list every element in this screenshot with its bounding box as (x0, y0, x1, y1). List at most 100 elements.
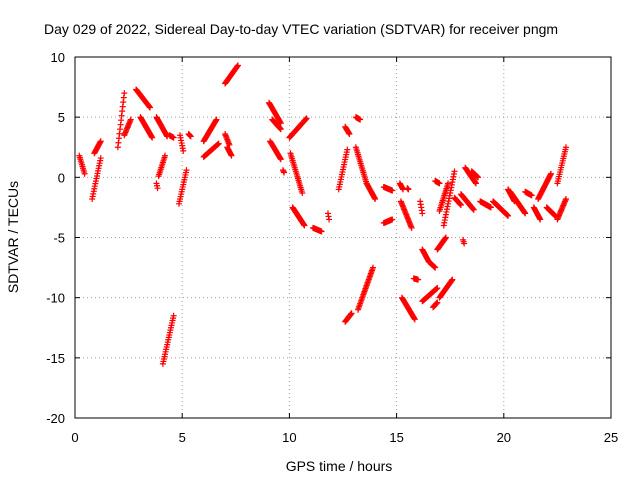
data-point (344, 146, 351, 153)
data-point (400, 186, 407, 193)
data-segment (396, 180, 407, 193)
data-segment (200, 140, 222, 160)
data-segment (554, 195, 569, 223)
data-segment (397, 198, 415, 231)
data-segment (200, 116, 220, 145)
y-tick-labels: -20 -15 -10 -5 0 5 10 (46, 50, 65, 426)
x-tick-labels: 0 5 10 15 20 25 (71, 430, 618, 445)
data-point (170, 312, 177, 319)
data-point (299, 189, 306, 196)
data-segment (342, 123, 353, 138)
data-point (419, 210, 426, 217)
data-segment (175, 167, 190, 207)
y-tick-label: -10 (46, 291, 65, 306)
x-tick-label: 5 (179, 430, 186, 445)
data-segment (289, 204, 308, 229)
y-tick-label: -5 (53, 231, 65, 246)
data-point (445, 180, 452, 187)
data-segment (432, 177, 443, 187)
data-point (522, 210, 529, 217)
data-segment (468, 168, 482, 181)
data-segment (507, 188, 529, 217)
data-point (411, 316, 418, 323)
data-point (277, 156, 284, 163)
data-point (436, 180, 443, 187)
data-segment (490, 198, 512, 219)
data-point (97, 155, 104, 162)
data-segment (137, 114, 156, 141)
data-segment (335, 146, 351, 193)
data-segment (224, 144, 235, 159)
data-segment (380, 216, 396, 227)
data-point (434, 285, 441, 292)
data-segment (266, 99, 284, 127)
data-segment (133, 86, 154, 111)
data-segment (425, 258, 439, 271)
data-segment (309, 224, 325, 235)
data-segment (114, 90, 128, 151)
data-point (442, 234, 449, 241)
data-point (357, 116, 364, 123)
data-segment (460, 236, 468, 247)
data-segment (89, 155, 104, 202)
data-point (180, 147, 187, 154)
data-segment (554, 144, 569, 187)
data-segment (352, 114, 364, 123)
data-point (301, 222, 308, 229)
data-point (370, 264, 377, 271)
data-point (346, 131, 353, 138)
data-segment (324, 210, 333, 223)
data-point (81, 170, 88, 177)
data-point (487, 204, 494, 211)
data-point (154, 185, 161, 192)
data-segment (522, 188, 535, 199)
data-segment (91, 138, 104, 157)
data-point (183, 167, 190, 174)
data-point (547, 170, 554, 177)
y-tick-label: 10 (51, 50, 65, 65)
data-point (228, 152, 235, 159)
data-segment (121, 116, 134, 139)
data-point (348, 310, 355, 317)
data-segment (434, 234, 449, 253)
data-segment (363, 180, 379, 202)
data-segment (153, 180, 161, 192)
data-segment (287, 150, 306, 196)
data-point (432, 264, 439, 271)
data-point (415, 276, 422, 283)
data-point (505, 212, 512, 219)
data-point (318, 228, 325, 235)
y-tick-label: 0 (58, 170, 65, 185)
data-segment (535, 170, 554, 202)
data-segment (177, 132, 187, 154)
data-point (213, 116, 220, 123)
x-tick-label: 20 (497, 430, 511, 445)
data-point (97, 138, 104, 145)
y-tick-label: -20 (46, 411, 65, 426)
data-segment (530, 204, 544, 223)
data-point (405, 186, 412, 193)
data-point (326, 216, 333, 223)
data-point (562, 144, 569, 151)
data-point (434, 299, 441, 306)
data-point (187, 133, 194, 140)
data-segment (451, 194, 464, 209)
data-point (147, 104, 154, 111)
data-point (472, 180, 479, 187)
data-segment (457, 191, 477, 213)
data-point (470, 206, 477, 213)
data-segment (269, 116, 284, 133)
data-point (528, 192, 535, 199)
data-segment (417, 198, 426, 217)
data-segment (286, 115, 310, 141)
data-segment (267, 138, 284, 163)
data-point (372, 195, 379, 202)
data-point (170, 134, 177, 141)
data-point (408, 224, 415, 231)
data-point (234, 62, 241, 69)
x-tick-label: 0 (71, 430, 78, 445)
data-point (277, 126, 284, 133)
chart-title: Day 029 of 2022, Sidereal Day-to-day VTE… (44, 21, 558, 37)
data-segment (404, 185, 412, 193)
